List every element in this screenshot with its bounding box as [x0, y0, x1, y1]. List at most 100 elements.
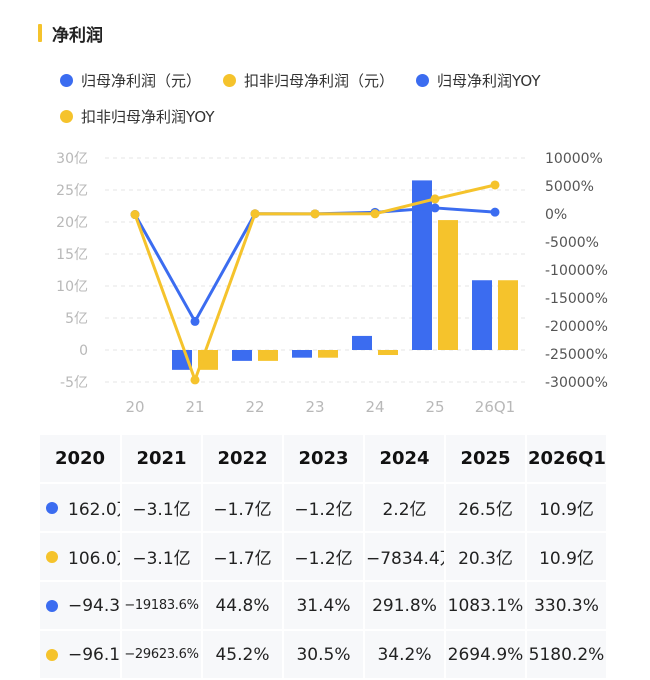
series-point	[130, 210, 140, 220]
table-cell: −29623.6%	[121, 630, 203, 680]
table-header: 2021	[121, 435, 203, 484]
table-cell-value: 10.9亿	[539, 549, 594, 569]
table-row: 162.0万 −3.1亿 −1.7亿 −1.2亿 2.2亿 26.5亿 10.9亿	[40, 483, 608, 533]
legend-label: 扣非归母净利润YOY	[81, 107, 215, 126]
table-cell-value: −1.2亿	[294, 549, 353, 569]
table-row: −94.3%−19183.6% 44.8% 31.4% 291.8% 1083.1% 33…	[40, 581, 608, 631]
table-cell: −96.1%	[40, 630, 122, 680]
row-dot-icon	[46, 599, 58, 612]
legend-dot-icon	[416, 73, 430, 87]
bar	[378, 350, 398, 356]
row-dot-icon	[46, 550, 58, 563]
table-cell: 5180.2%	[526, 630, 608, 680]
left-axis-tick-label: 25亿	[56, 183, 88, 199]
table-cell: 44.8%	[202, 581, 284, 631]
table-cell: −94.3%	[40, 581, 122, 631]
bar	[258, 350, 278, 361]
table-cell: 31.4%	[283, 581, 365, 631]
bar	[438, 220, 458, 350]
table-cell: 330.3%	[526, 581, 608, 631]
table-cell-value: −96.1%	[68, 644, 121, 665]
legend-item-deducted-yoy[interactable]: 扣非归母净利润YOY	[60, 106, 215, 127]
table-cell: 26.5亿	[445, 483, 527, 533]
table-row: −96.1%−29623.6% 45.2% 30.5% 34.2% 2694.9%518…	[40, 630, 608, 680]
series-point	[190, 375, 200, 385]
series-point	[430, 203, 440, 213]
table-cell: 1083.1%	[445, 581, 527, 631]
table-cell: 291.8%	[364, 581, 446, 631]
table-cell: 34.2%	[364, 630, 446, 680]
table-cell-value: 20.3亿	[458, 549, 513, 569]
table-header: 2020	[40, 435, 122, 484]
table-cell: −3.1亿	[121, 483, 203, 533]
table-cell-value: 34.2%	[377, 644, 432, 665]
table-cell-value: 44.8%	[215, 595, 270, 616]
left-axis-tick-label: 5亿	[65, 311, 88, 327]
bar	[292, 350, 312, 358]
table-cell: −3.1亿	[121, 532, 203, 582]
table-cell: −1.7亿	[202, 532, 284, 582]
left-axis-tick-label: 0	[79, 343, 88, 359]
left-axis-tick-label: -5亿	[60, 375, 88, 391]
legend-item-parent-yoy[interactable]: 归母净利润YOY	[416, 70, 541, 91]
legend-item-parent-net-profit[interactable]: 归母净利润（元）	[60, 70, 201, 91]
table-cell-value: 30.5%	[296, 644, 351, 665]
series-point	[430, 194, 440, 204]
table-cell: 162.0万	[40, 483, 122, 533]
section-title: 净利润	[52, 25, 103, 46]
x-axis-tick-label: 22	[245, 398, 264, 416]
data-table: 2020 2021 2022 2023 2024 2025 2026Q1 162…	[40, 435, 608, 680]
table-cell: 2694.9%	[445, 630, 527, 680]
series-point	[490, 207, 500, 217]
table-cell-value: −3.1亿	[132, 500, 191, 520]
table-header: 2024	[364, 435, 446, 484]
right-axis-tick-label: -20000%	[545, 319, 608, 335]
table-row: 106.0万 −3.1亿 −1.7亿 −1.2亿 −7834.4万 20.3亿 10.9亿	[40, 532, 608, 582]
right-axis-tick-label: 5000%	[545, 179, 594, 195]
row-dot-icon	[46, 501, 58, 514]
x-axis-tick-label: 20	[125, 398, 144, 416]
x-axis-tick-label: 24	[365, 398, 384, 416]
legend-row: 扣非归母净利润YOY	[60, 102, 620, 130]
x-axis-tick-label: 25	[425, 398, 444, 416]
bar	[232, 350, 252, 361]
right-axis-tick-label: -25000%	[545, 347, 608, 363]
series-point	[370, 209, 380, 219]
series-point	[490, 180, 500, 190]
table-cell: 2.2亿	[364, 483, 446, 533]
table-cell: −19183.6%	[121, 581, 203, 631]
series-point	[190, 316, 200, 326]
table-cell-value: −1.7亿	[213, 549, 272, 569]
left-axis-tick-label: 10亿	[56, 279, 88, 295]
table-header: 2022	[202, 435, 284, 484]
bar	[318, 350, 338, 358]
bar	[498, 280, 518, 350]
right-axis-tick-label: -10000%	[545, 263, 608, 279]
x-axis-tick-label: 23	[305, 398, 324, 416]
left-axis-tick-label: 15亿	[56, 247, 88, 263]
table-cell: 45.2%	[202, 630, 284, 680]
table-cell: −1.2亿	[283, 532, 365, 582]
legend-dot-icon	[223, 73, 237, 87]
table-cell-value: −19183.6%	[124, 598, 199, 613]
accent-bar	[38, 24, 42, 42]
table-header: 2023	[283, 435, 365, 484]
table-cell-value: 162.0万	[68, 500, 119, 520]
net-profit-chart: 30亿 25亿 20亿 15亿 10亿 5亿 0 -5亿 10000% 5000% 0% -5000%…	[56, 151, 608, 416]
table-cell-value: 2694.9%	[447, 644, 524, 665]
table-cell: −7834.4万	[364, 532, 446, 582]
table-cell-value: 291.8%	[372, 595, 437, 616]
table-cell-value: −29623.6%	[124, 647, 199, 662]
table-cell-value: 10.9亿	[539, 500, 594, 520]
table-cell-value: −94.3%	[68, 595, 121, 616]
table-cell-value: 106.0万	[68, 549, 119, 569]
legend-item-deducted-net-profit[interactable]: 扣非归母净利润（元）	[223, 70, 394, 91]
bar	[412, 180, 432, 350]
table-cell-value: 2.2亿	[382, 500, 427, 520]
table-cell-value: −7834.4万	[366, 549, 443, 569]
right-axis-tick-label: -30000%	[545, 375, 608, 391]
table-cell: 30.5%	[283, 630, 365, 680]
table-cell: −1.2亿	[283, 483, 365, 533]
table-header: 2025	[445, 435, 527, 484]
left-axis-tick-label: 20亿	[56, 215, 88, 231]
